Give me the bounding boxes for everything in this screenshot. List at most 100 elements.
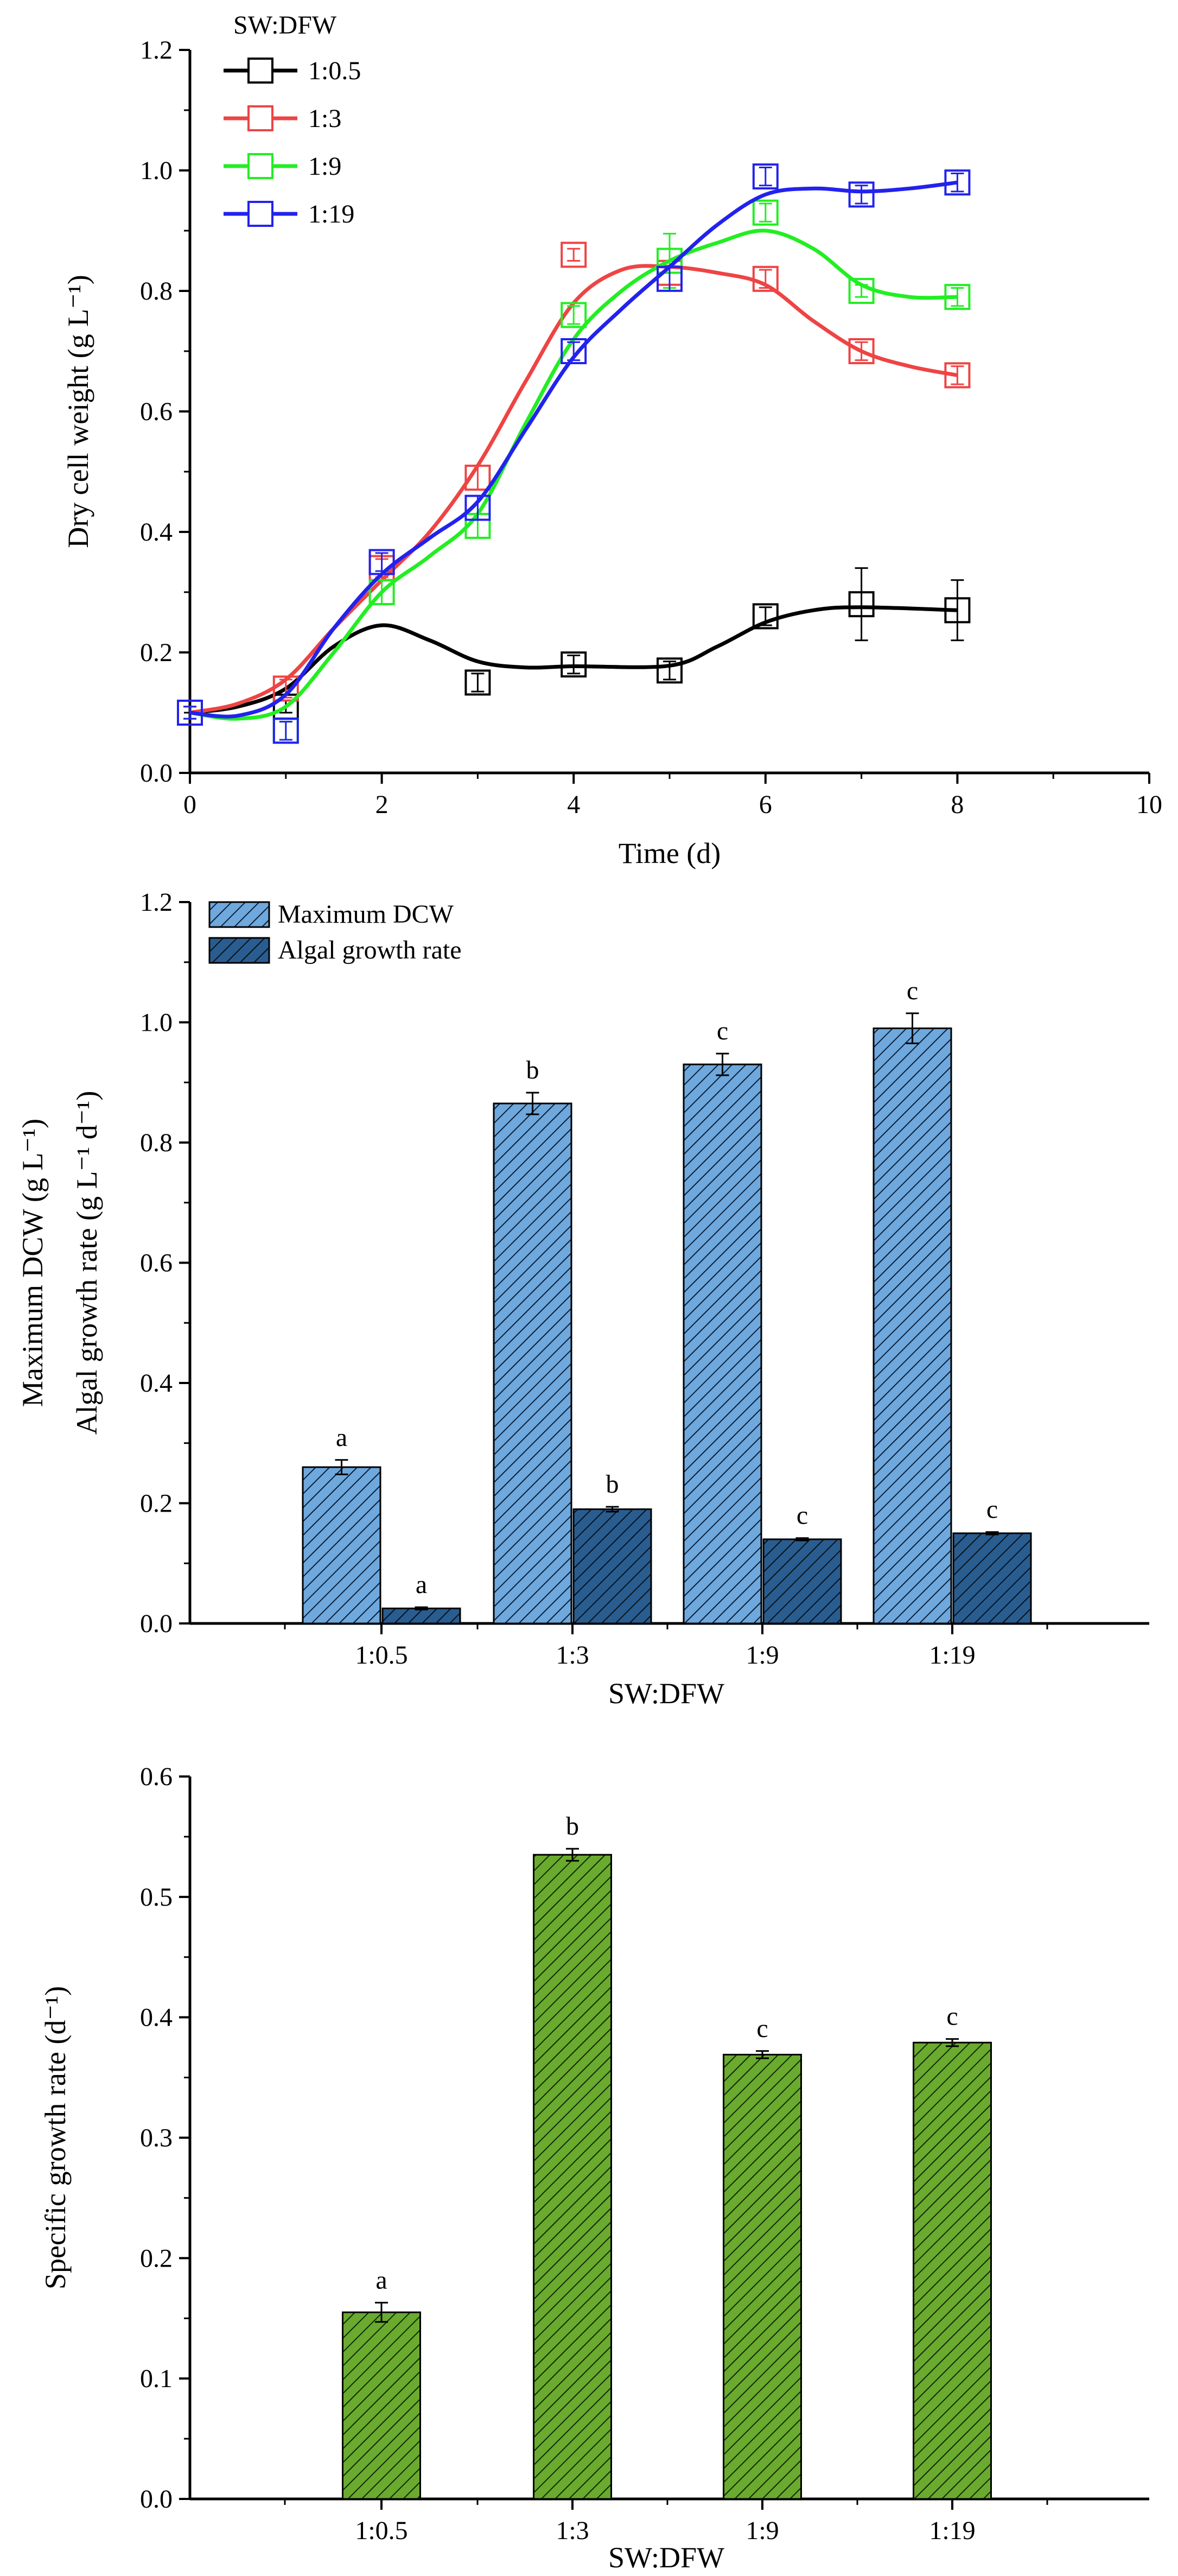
fit-curve-1:3 — [189, 264, 958, 715]
y-tick-label: 0.4 — [140, 2003, 173, 2032]
legend-marker — [247, 201, 273, 227]
bar-Algal growth rate-1:0.5 — [381, 1607, 461, 1625]
y-tick-label: 1.2 — [140, 888, 173, 917]
data-point-1:19 — [368, 549, 395, 575]
legend-label: 1:9 — [308, 152, 341, 181]
y-tick-label: 0.8 — [140, 277, 173, 306]
bar-legend: Maximum DCW Algal growth rate — [208, 900, 462, 965]
data-point-1:3 — [561, 242, 587, 268]
legend-marker — [247, 105, 273, 131]
x-tick-label: 0 — [183, 790, 196, 819]
significance-label: c — [946, 2002, 958, 2031]
bar-Maximum DCW-1:0.5 — [302, 1466, 381, 1625]
y-tick-label: 0.4 — [140, 1369, 173, 1398]
bar-specific-growth-1:3 — [533, 1854, 612, 2500]
legend-label: 1:3 — [308, 104, 341, 133]
legend-label-algal-growth-rate: Algal growth rate — [278, 936, 462, 965]
bar-Algal growth rate-1:3 — [572, 1508, 652, 1625]
x-tick-label: 1:3 — [556, 1641, 589, 1670]
significance-label: a — [416, 1570, 427, 1599]
significance-label: c — [907, 976, 918, 1005]
y-tick-label: 0.2 — [140, 638, 173, 667]
bar-Maximum DCW-1:9 — [683, 1063, 762, 1625]
x-axis-label: Time (d) — [619, 837, 721, 870]
data-point-1:3 — [272, 675, 299, 702]
x-tick-label: 1:0.5 — [355, 2516, 407, 2545]
y-axis-label: Specific growth rate (d⁻¹) — [39, 1986, 72, 2289]
x-tick-label: 1:9 — [746, 1641, 779, 1670]
x-tick-label: 8 — [951, 790, 964, 819]
significance-label: c — [756, 2014, 768, 2043]
y-tick-label: 0.6 — [140, 397, 173, 426]
data-point-1:9 — [752, 199, 779, 226]
significance-label: a — [375, 2266, 387, 2294]
y-tick-label: 0.0 — [140, 2485, 173, 2514]
legend-marker — [247, 153, 273, 179]
legend-label: 1:19 — [308, 200, 354, 229]
dcw-time-marks: 0.0 0.2 0.4 0.6 0.8 1.0 1.2 0 2 4 6 8 10 — [140, 36, 1162, 819]
data-point-1:3 — [848, 338, 875, 364]
y-tick-label: 1.0 — [140, 1008, 173, 1037]
y-tick-label: 0.5 — [140, 1883, 173, 1912]
x-axis-label: SW:DFW — [608, 2541, 724, 2574]
x-tick-label: 6 — [759, 790, 772, 819]
y-tick-label: 1.2 — [140, 36, 173, 65]
legend-marker — [247, 58, 273, 84]
specific-growth-bar-marks: 0.0 0.1 0.2 0.3 0.4 0.5 0.6 1:0.5 1:3 1:9 1:19 a b c c — [140, 1762, 1149, 2545]
y-tick-label: 0.6 — [140, 1762, 173, 1791]
specific-growth-rate-chart: 0.0 0.1 0.2 0.3 0.4 0.5 0.6 1:0.5 1:3 1:9 1:19 a b c c… — [39, 1762, 1149, 2574]
data-point-1:9 — [848, 278, 875, 304]
significance-label: a — [336, 1423, 347, 1452]
x-tick-label: 10 — [1136, 790, 1162, 819]
x-tick-label: 1:19 — [929, 2516, 975, 2545]
y-tick-label: 0.1 — [140, 2364, 173, 2393]
data-point-1:9 — [561, 302, 587, 328]
dcw-time-legend: SW:DFW 1:0.5 1:3 1:9 1:19 — [224, 11, 361, 229]
y-tick-label: 0.2 — [140, 1489, 173, 1518]
data-point-1:19 — [944, 169, 971, 196]
data-point-1:9 — [944, 284, 971, 310]
data-point-1:0.5 — [752, 603, 779, 630]
max-dcw-bar-marks: 0.0 0.2 0.4 0.6 0.8 1.0 1.2 1:0.5 1:3 1:9 1:19 a b c c… — [140, 888, 1149, 1670]
fit-curve-1:19 — [189, 180, 958, 719]
dcw-time-chart: 0.0 0.2 0.4 0.6 0.8 1.0 1.2 0 2 4 6 8 10 SW:DFW 1:0.… — [62, 11, 1162, 870]
y-tick-label: 0.4 — [140, 518, 173, 547]
legend-swatch-algal-growth-rate — [208, 937, 270, 964]
legend-label: 1:0.5 — [308, 56, 361, 85]
y-axis-label-primary: Maximum DCW (g L⁻¹) — [16, 1119, 49, 1407]
data-point-1:3 — [464, 465, 491, 491]
data-point-1:19 — [177, 700, 203, 726]
y-tick-label: 0.0 — [140, 759, 173, 788]
legend-title: SW:DFW — [233, 11, 337, 40]
x-tick-label: 2 — [375, 790, 389, 819]
y-tick-label: 0.3 — [140, 2124, 173, 2153]
bar-specific-growth-1:0.5 — [342, 2311, 421, 2500]
y-tick-label: 0.6 — [140, 1249, 173, 1278]
data-point-1:19 — [657, 265, 683, 292]
y-tick-label: 0.2 — [140, 2244, 173, 2273]
bar-Algal growth rate-1:19 — [952, 1532, 1032, 1625]
significance-label: c — [797, 1501, 808, 1530]
y-tick-label: 0.8 — [140, 1128, 173, 1157]
legend-label-maximum-dcw: Maximum DCW — [278, 900, 454, 929]
data-point-1:0.5 — [848, 591, 875, 618]
significance-label: b — [566, 1812, 579, 1841]
x-tick-label: 1:9 — [746, 2516, 779, 2545]
x-tick-label: 1:3 — [556, 2516, 589, 2545]
y-tick-label: 1.0 — [140, 156, 173, 185]
significance-label: b — [606, 1470, 619, 1499]
bar-Maximum DCW-1:19 — [873, 1027, 952, 1625]
x-tick-label: 1:19 — [929, 1641, 975, 1670]
data-point-1:3 — [944, 362, 971, 389]
bar-Maximum DCW-1:3 — [493, 1102, 572, 1625]
x-tick-label: 4 — [567, 790, 580, 819]
data-point-1:19 — [272, 718, 299, 744]
x-axis-label: SW:DFW — [608, 1677, 724, 1710]
data-point-1:0.5 — [657, 657, 683, 684]
y-tick-label: 0.0 — [140, 1609, 173, 1638]
data-point-1:0.5 — [464, 669, 491, 696]
fit-curve-1:9 — [189, 229, 958, 721]
data-point-1:9 — [368, 579, 395, 605]
max-dcw-growth-rate-chart: 0.0 0.2 0.4 0.6 0.8 1.0 1.2 1:0.5 1:3 1:9 1:19 a b c c… — [16, 888, 1149, 1710]
